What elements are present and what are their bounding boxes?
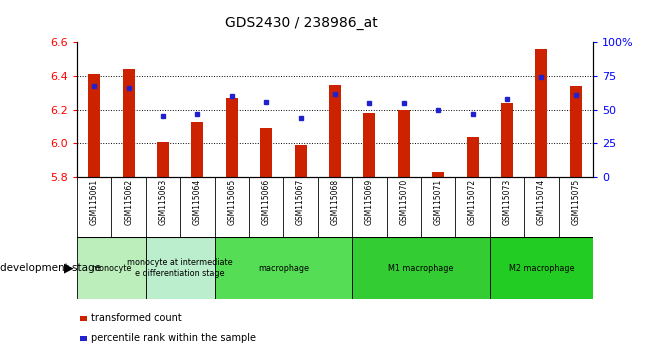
Text: GSM115073: GSM115073: [502, 179, 511, 225]
Text: M1 macrophage: M1 macrophage: [389, 264, 454, 273]
Text: GSM115061: GSM115061: [90, 179, 98, 225]
Bar: [490, 237, 593, 299]
Text: monocyte: monocyte: [91, 264, 131, 273]
Bar: [260, 128, 272, 177]
Bar: [363, 113, 375, 177]
Bar: [123, 69, 135, 177]
Text: GSM115072: GSM115072: [468, 179, 477, 225]
Text: monocyte at intermediate
e differentiation stage: monocyte at intermediate e differentiati…: [127, 258, 233, 278]
Bar: [466, 137, 478, 177]
Bar: [570, 86, 582, 177]
Bar: [352, 237, 490, 299]
Text: percentile rank within the sample: percentile rank within the sample: [91, 333, 256, 343]
Bar: [329, 85, 341, 177]
Text: GSM115070: GSM115070: [399, 179, 408, 225]
Text: GSM115062: GSM115062: [124, 179, 133, 225]
Bar: [501, 103, 513, 177]
Text: GSM115065: GSM115065: [227, 179, 237, 225]
Text: macrophage: macrophage: [258, 264, 309, 273]
Text: GDS2430 / 238986_at: GDS2430 / 238986_at: [225, 16, 378, 30]
Bar: [80, 316, 87, 321]
Text: ▶: ▶: [64, 262, 74, 275]
Text: GSM115064: GSM115064: [193, 179, 202, 225]
Bar: [192, 121, 204, 177]
Text: GSM115071: GSM115071: [433, 179, 443, 225]
Bar: [80, 336, 87, 341]
Bar: [157, 142, 169, 177]
Bar: [88, 74, 100, 177]
Text: GSM115063: GSM115063: [159, 179, 168, 225]
Bar: [432, 172, 444, 177]
Bar: [295, 145, 307, 177]
Bar: [398, 110, 410, 177]
Bar: [535, 49, 547, 177]
Text: GSM115074: GSM115074: [537, 179, 546, 225]
Bar: [214, 237, 352, 299]
Bar: [226, 98, 238, 177]
Text: GSM115067: GSM115067: [296, 179, 305, 225]
Text: GSM115066: GSM115066: [262, 179, 271, 225]
Text: GSM115075: GSM115075: [572, 179, 580, 225]
Text: M2 macrophage: M2 macrophage: [509, 264, 574, 273]
Text: development stage: development stage: [0, 263, 101, 273]
Text: GSM115068: GSM115068: [330, 179, 340, 225]
Text: transformed count: transformed count: [91, 313, 182, 322]
Bar: [77, 237, 146, 299]
Bar: [146, 237, 214, 299]
Text: GSM115069: GSM115069: [365, 179, 374, 225]
